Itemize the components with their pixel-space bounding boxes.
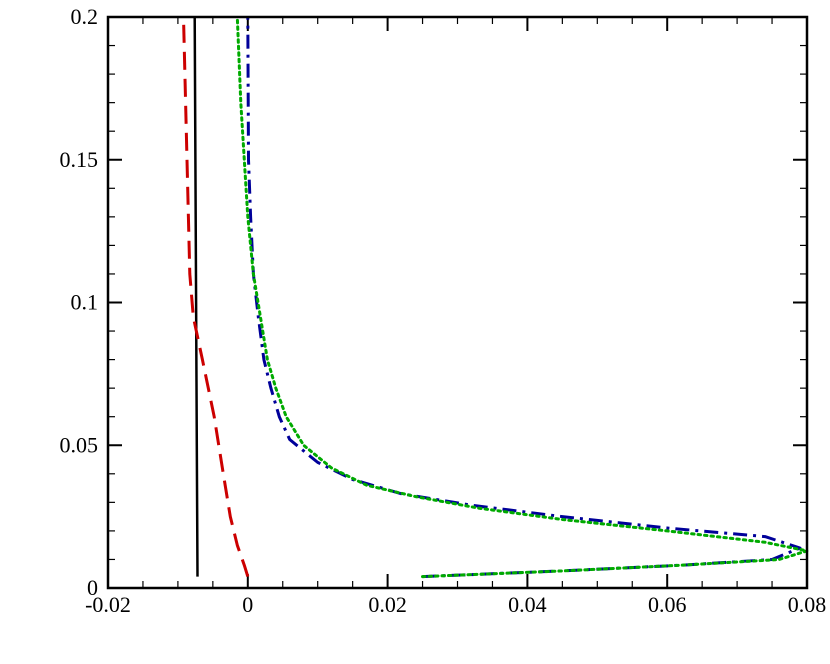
x-tick-label: 0.08 — [788, 592, 827, 617]
series-line-4 — [235, 15, 809, 579]
x-tick-label: 0.06 — [648, 592, 687, 617]
y-tick-label: 0.1 — [71, 290, 99, 315]
series-line-3 — [246, 16, 802, 579]
plot-frame — [106, 15, 809, 590]
y-tick-label: 0 — [87, 575, 98, 600]
y-tick-label: 0.15 — [60, 147, 99, 172]
y-tick-label: 0.05 — [60, 432, 99, 457]
series-line-1 — [193, 16, 199, 577]
series-line-2 — [182, 16, 250, 578]
x-tick-label: 0 — [242, 592, 253, 617]
y-tick-label: 0.2 — [71, 4, 99, 29]
x-tick-label: 0.04 — [508, 592, 547, 617]
series-layer — [182, 15, 809, 579]
x-tick-label: -0.02 — [85, 592, 131, 617]
x-tick-label: 0.02 — [368, 592, 407, 617]
